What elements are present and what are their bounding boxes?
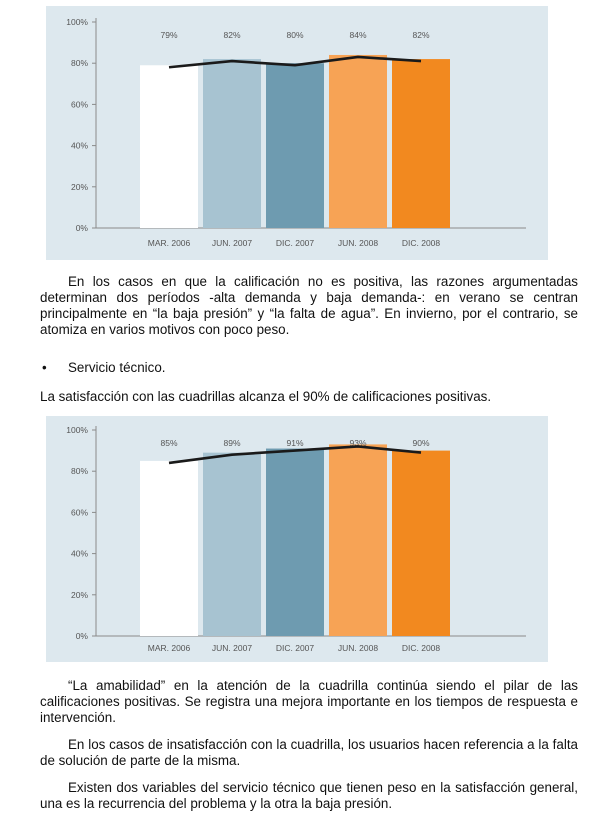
paragraph-calificacion: En los casos en que la calificación no e… [40, 274, 578, 337]
chart2-y-tick-label: 40% [71, 549, 88, 559]
chart1-y-tick-label: 60% [71, 99, 88, 109]
chart2-bar [203, 452, 261, 636]
chart2-y-tick-label: 0% [76, 631, 89, 641]
chart2-data-label: 89% [223, 438, 240, 448]
paragraph-amabilidad: “La amabilidad” en la atención de la cua… [40, 678, 578, 725]
chart1-data-label: 79% [160, 30, 177, 40]
chart2-y-tick-label: 100% [66, 425, 88, 435]
paragraph-insatisfaccion: En los casos de insatisfacción con la cu… [40, 737, 578, 768]
paragraph-variables: Existen dos variables del servicio técni… [40, 780, 578, 811]
chart2-y-tick-label: 20% [71, 590, 88, 600]
chart1-y-tick-label: 0% [76, 223, 89, 233]
chart1-bar [392, 59, 450, 228]
chart2-x-tick-label: JUN. 2008 [338, 643, 378, 653]
chart1-bar [203, 59, 261, 228]
chart2-data-label: 85% [160, 438, 177, 448]
chart2-bar [329, 444, 387, 636]
chart1-y-tick-label: 20% [71, 182, 88, 192]
bullet-symbol: • [42, 360, 47, 375]
chart1-x-tick-label: DIC. 2008 [402, 238, 441, 248]
chart2-data-label: 93% [349, 438, 366, 448]
chart-2: 0% 20% 40% 60% 80% 100% 85% MAR. 2006 89% JUN. 20… [46, 416, 548, 662]
chart2-x-tick-label: JUN. 2007 [212, 643, 252, 653]
chart2-trend-line [168, 445, 422, 465]
chart1-data-label: 82% [412, 30, 429, 40]
bullet-servicio-tecnico: • Servicio técnico. [40, 360, 166, 376]
chart1-x-tick-label: MAR. 2006 [148, 238, 191, 248]
chart2-bar [392, 450, 450, 636]
chart1-x-tick-label: DIC. 2007 [276, 238, 315, 248]
chart1-y-tick-label: 100% [66, 17, 88, 27]
chart2-data-label: 90% [412, 438, 429, 448]
chart2-y-tick-label: 80% [71, 466, 88, 476]
chart2-bar [140, 460, 198, 636]
chart2-y-tick-label: 60% [71, 507, 88, 517]
chart-2-svg: 0% 20% 40% 60% 80% 100% 85% MAR. 2006 89% JUN. 20… [66, 425, 526, 653]
chart1-data-label: 84% [349, 30, 366, 40]
chart1-data-label: 80% [286, 30, 303, 40]
chart2-x-tick-label: DIC. 2008 [402, 643, 441, 653]
chart1-x-tick-label: JUN. 2007 [212, 238, 252, 248]
chart2-data-label: 91% [286, 438, 303, 448]
chart2-bar [266, 448, 324, 636]
chart1-bar [266, 63, 324, 229]
chart-1: 0% 20% 40% 60% 80% 100% 79% MAR. 2006 82% JUN. 20… [46, 6, 548, 260]
chart2-x-tick-label: MAR. 2006 [148, 643, 191, 653]
chart1-y-tick-label: 80% [71, 58, 88, 68]
chart1-bar [329, 54, 387, 229]
chart-1-svg: 0% 20% 40% 60% 80% 100% 79% MAR. 2006 82% JUN. 20… [66, 17, 526, 248]
chart1-bar [140, 65, 198, 228]
chart2-x-tick-label: DIC. 2007 [276, 643, 315, 653]
chart1-y-tick-label: 40% [71, 141, 88, 151]
paragraph-satisfaccion: La satisfacción con las cuadrillas alcan… [40, 389, 492, 404]
chart1-data-label: 82% [223, 30, 240, 40]
chart1-x-tick-label: JUN. 2008 [338, 238, 378, 248]
chart1-trend-line [168, 55, 422, 69]
bullet-label: Servicio técnico. [68, 360, 166, 375]
